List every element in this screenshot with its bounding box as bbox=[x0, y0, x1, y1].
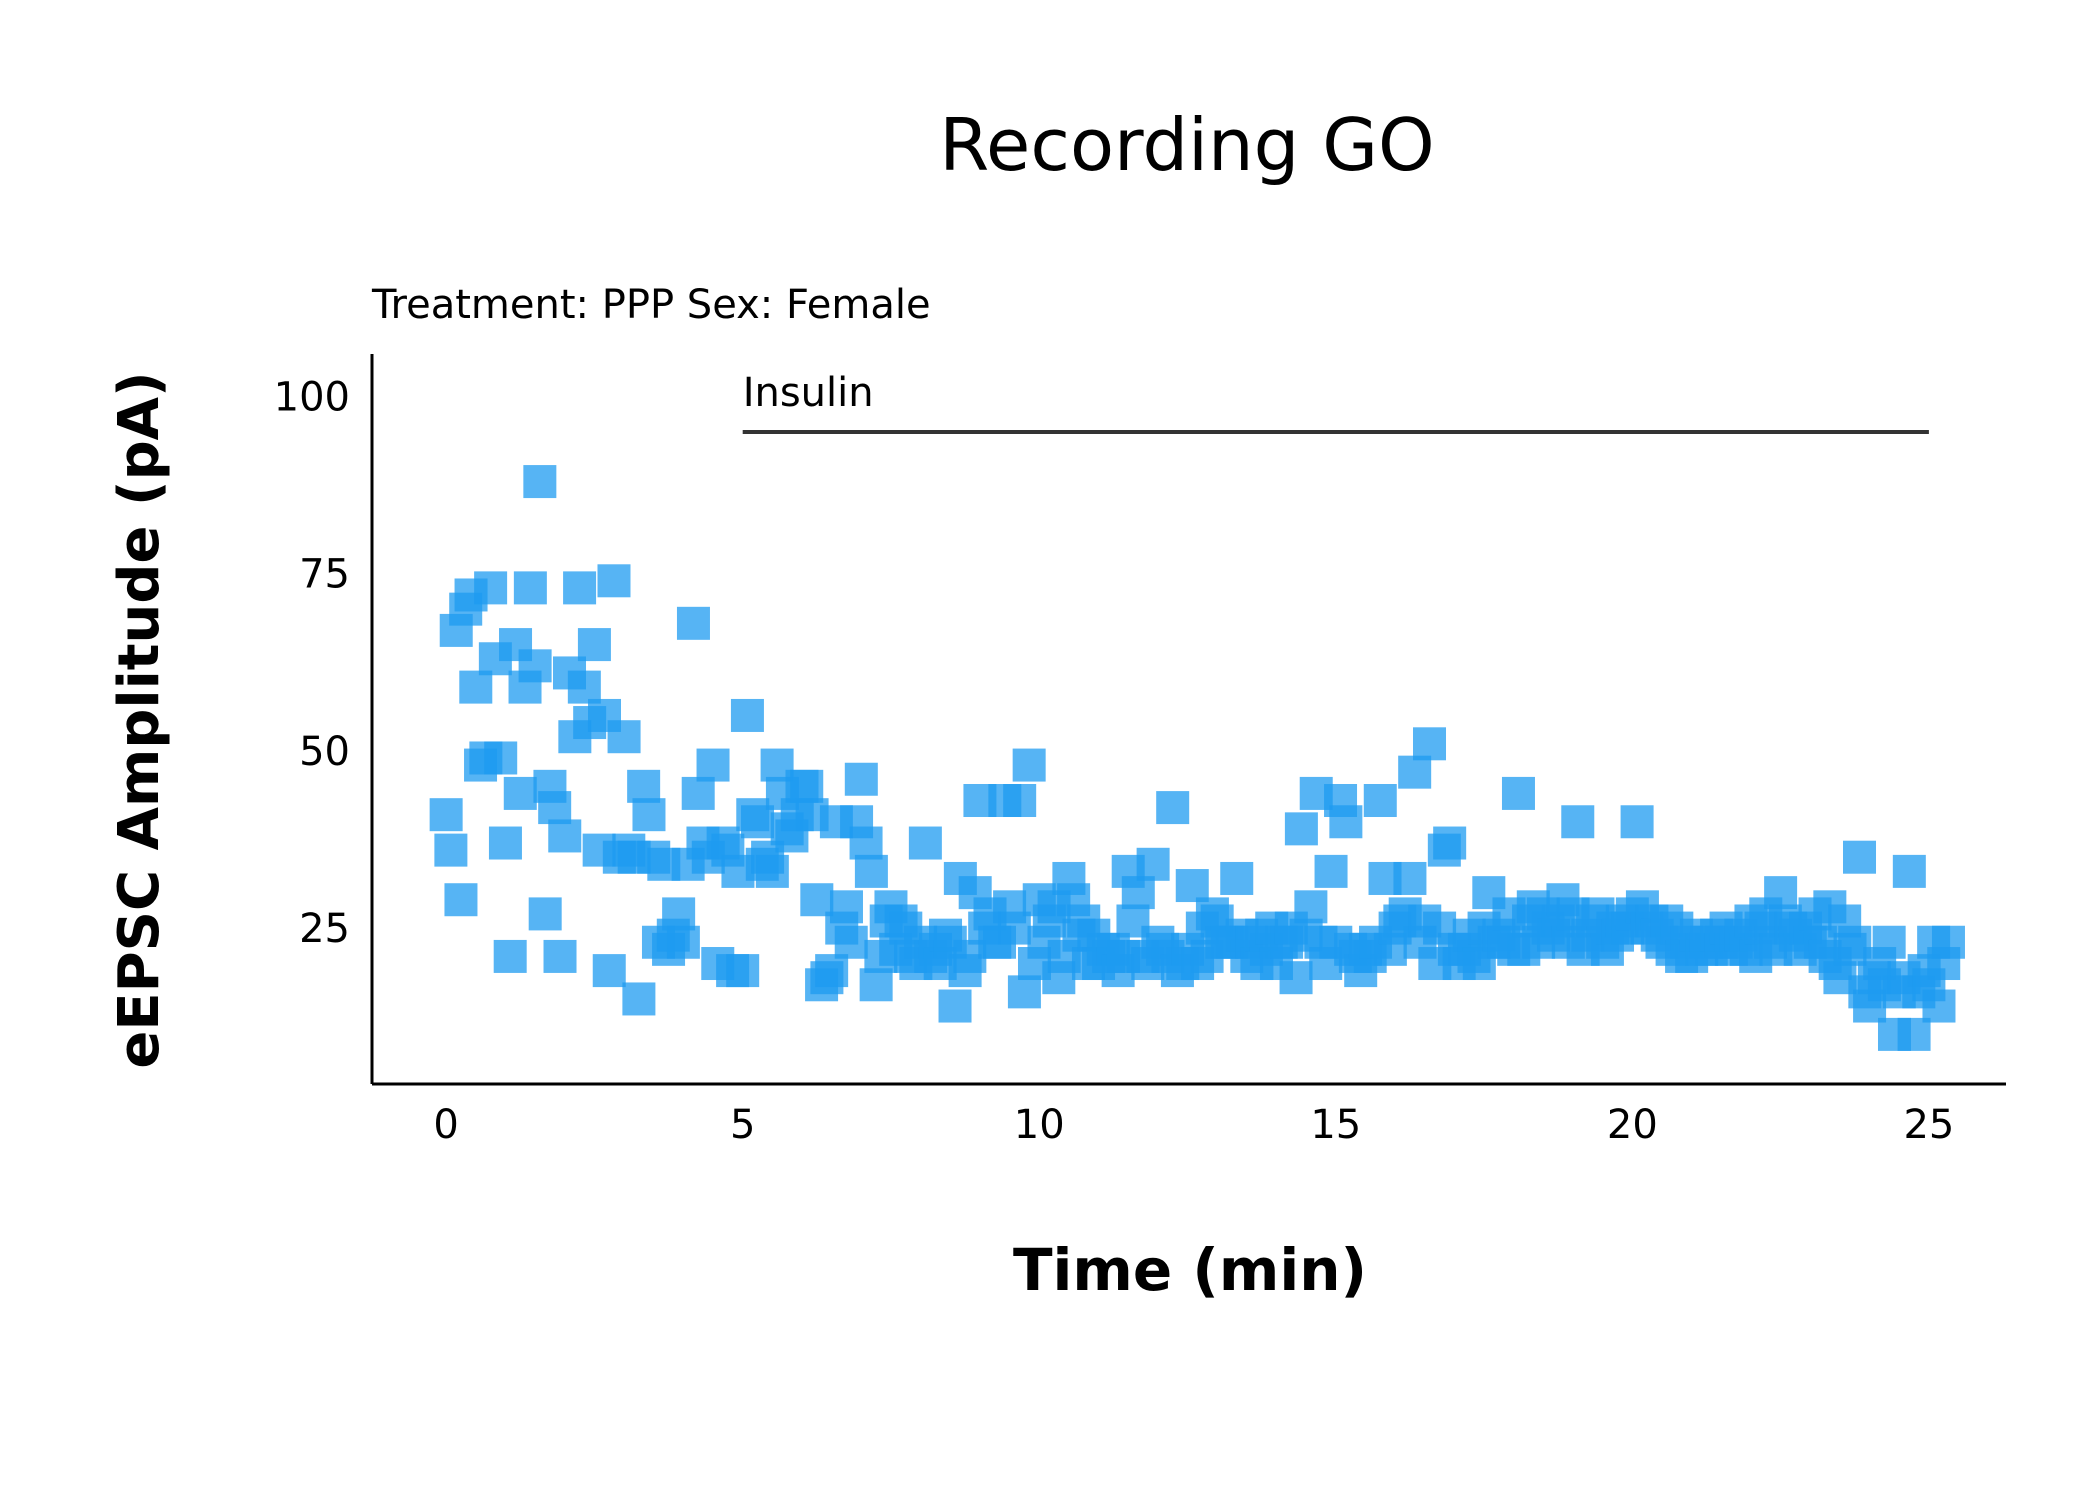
data-point bbox=[538, 791, 572, 825]
y-tick-label: 25 bbox=[299, 906, 350, 952]
data-point bbox=[790, 769, 824, 803]
data-point bbox=[1433, 826, 1467, 860]
data-point bbox=[567, 670, 601, 704]
data-point bbox=[429, 798, 463, 832]
data-point bbox=[741, 805, 775, 839]
data-point bbox=[1764, 876, 1798, 910]
data-point bbox=[854, 854, 888, 888]
data-point bbox=[1843, 840, 1877, 874]
data-point bbox=[755, 854, 789, 888]
data-point bbox=[681, 776, 715, 810]
data-point bbox=[844, 762, 878, 796]
data-point bbox=[513, 571, 547, 605]
data-point bbox=[459, 670, 493, 704]
data-point bbox=[829, 890, 863, 924]
data-point bbox=[666, 925, 700, 959]
data-point bbox=[849, 826, 883, 860]
data-point bbox=[1284, 812, 1318, 846]
x-tick-label: 5 bbox=[730, 1102, 755, 1148]
data-point bbox=[938, 989, 972, 1023]
data-point bbox=[1931, 925, 1965, 959]
data-point bbox=[488, 826, 522, 860]
data-point bbox=[859, 968, 893, 1002]
data-point bbox=[1892, 854, 1926, 888]
data-point bbox=[518, 649, 552, 683]
x-tick-label: 15 bbox=[1310, 1102, 1361, 1148]
data-point bbox=[1897, 1017, 1931, 1051]
data-point bbox=[1398, 755, 1432, 789]
x-tick-label: 20 bbox=[1607, 1102, 1658, 1148]
data-point bbox=[474, 571, 508, 605]
data-point bbox=[592, 954, 626, 988]
data-point bbox=[484, 741, 518, 775]
data-point bbox=[800, 883, 834, 917]
data-point bbox=[834, 925, 868, 959]
data-point bbox=[627, 769, 661, 803]
data-point bbox=[1294, 890, 1328, 924]
data-point bbox=[1314, 854, 1348, 888]
x-tick-label: 25 bbox=[1903, 1102, 1954, 1148]
y-tick-labels: 25 50 75 100 bbox=[274, 375, 350, 953]
insulin-annotation: Insulin bbox=[742, 370, 1929, 434]
y-tick-label: 75 bbox=[299, 552, 350, 598]
data-point bbox=[696, 748, 730, 782]
data-point bbox=[523, 465, 557, 499]
data-point bbox=[1003, 784, 1037, 818]
data-point bbox=[1393, 861, 1427, 895]
x-tick-labels: 0 5 10 15 20 25 bbox=[433, 1102, 1954, 1148]
x-tick-label: 10 bbox=[1014, 1102, 1065, 1148]
data-point bbox=[632, 798, 666, 832]
data-point bbox=[1012, 748, 1046, 782]
y-tick-label: 50 bbox=[299, 729, 350, 775]
data-point bbox=[815, 954, 849, 988]
chart-subtitle: Treatment: PPP Sex: Female bbox=[371, 282, 931, 328]
y-axis-label: eEPSC Amplitude (pA) bbox=[107, 371, 172, 1068]
data-point bbox=[622, 982, 656, 1016]
data-point bbox=[1136, 847, 1170, 881]
data-point bbox=[548, 819, 582, 853]
data-point bbox=[528, 897, 562, 931]
insulin-label: Insulin bbox=[743, 370, 874, 416]
data-point bbox=[1413, 727, 1447, 761]
data-point bbox=[1156, 791, 1190, 825]
data-point bbox=[1363, 784, 1397, 818]
data-point bbox=[997, 911, 1031, 945]
data-point bbox=[908, 826, 942, 860]
x-tick-label: 0 bbox=[433, 1102, 458, 1148]
chart-title: Recording GO bbox=[939, 103, 1434, 187]
y-tick-label: 100 bbox=[274, 375, 350, 421]
data-point bbox=[577, 628, 611, 662]
data-point bbox=[434, 833, 468, 867]
data-point bbox=[1620, 805, 1654, 839]
data-point bbox=[493, 939, 527, 973]
data-point bbox=[1922, 989, 1956, 1023]
data-points bbox=[429, 465, 1965, 1051]
data-point bbox=[1121, 876, 1155, 910]
data-point bbox=[1220, 861, 1254, 895]
data-point bbox=[730, 698, 764, 732]
data-point bbox=[1175, 869, 1209, 903]
x-axis-label: Time (min) bbox=[1013, 1236, 1367, 1304]
data-point bbox=[1007, 975, 1041, 1009]
data-point bbox=[503, 776, 537, 810]
data-point bbox=[444, 883, 478, 917]
data-point bbox=[676, 606, 710, 640]
data-point bbox=[662, 897, 696, 931]
data-point bbox=[597, 564, 631, 598]
data-point bbox=[563, 571, 597, 605]
data-point bbox=[1279, 961, 1313, 995]
data-point bbox=[1329, 805, 1363, 839]
data-point bbox=[726, 954, 760, 988]
data-point bbox=[1501, 776, 1535, 810]
data-point bbox=[1561, 805, 1595, 839]
data-point bbox=[607, 720, 641, 754]
data-point bbox=[1872, 925, 1906, 959]
data-point bbox=[543, 939, 577, 973]
